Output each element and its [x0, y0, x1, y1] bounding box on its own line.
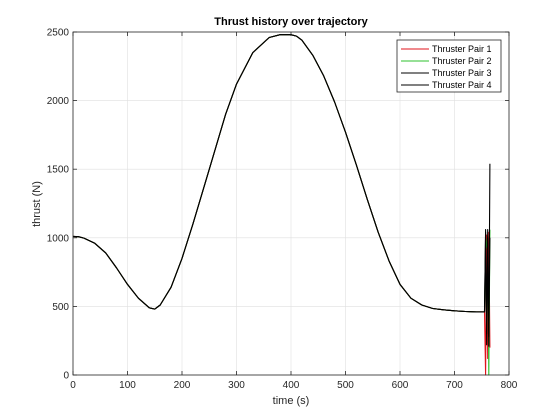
- ticks: 0 100 200 300 400 500 600 700 800 0 500 1000 1500 200…: [47, 28, 518, 392]
- x-tick-label: 700: [446, 380, 463, 391]
- x-tick-label: 100: [119, 380, 136, 391]
- series-layer: [72, 34, 491, 376]
- y-tick-label: 500: [52, 302, 69, 313]
- x-tick-label: 600: [392, 380, 409, 391]
- series-line-thruster-pair-4: [72, 34, 491, 338]
- x-tick-label: 500: [337, 380, 354, 391]
- y-axis-label: thrust (N): [31, 181, 43, 227]
- y-tick-label: 1000: [47, 233, 70, 244]
- x-tick-label: 400: [283, 380, 300, 391]
- y-tick-label: 0: [63, 371, 69, 382]
- x-tick-label: 300: [228, 380, 245, 391]
- x-axis-label: time (s): [273, 395, 310, 407]
- y-tick-label: 1500: [47, 165, 70, 176]
- legend-label-pair-2: Thruster Pair 2: [432, 56, 492, 66]
- legend-label-pair-1: Thruster Pair 1: [432, 44, 492, 54]
- chart-title: Thrust history over trajectory: [214, 16, 368, 28]
- x-tick-label: 800: [501, 380, 518, 391]
- legend-label-pair-4: Thruster Pair 4: [432, 80, 492, 90]
- x-tick-label: 0: [70, 380, 76, 391]
- y-tick-label: 2000: [47, 96, 70, 107]
- x-tick-label: 200: [174, 380, 191, 391]
- y-tick-label: 2500: [47, 28, 70, 39]
- legend-label-pair-3: Thruster Pair 3: [432, 68, 492, 78]
- legend: Thruster Pair 1 Thruster Pair 2 Thruster…: [396, 39, 502, 93]
